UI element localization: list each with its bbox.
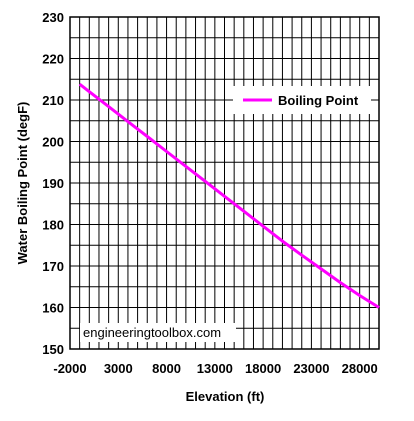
x-axis-title: Elevation (ft) [186, 389, 265, 404]
y-tick-labels: 150 160 170 180 190 200 210 220 230 [42, 10, 64, 357]
x-tick-label: -2000 [53, 361, 86, 376]
x-tick-label: 23000 [293, 361, 329, 376]
x-tick-label: 3000 [104, 361, 133, 376]
y-tick-label: 150 [42, 342, 64, 357]
watermark-box [80, 323, 236, 342]
grid-lines [70, 17, 379, 349]
y-tick-label: 230 [42, 10, 64, 25]
y-tick-label: 160 [42, 301, 64, 316]
y-tick-label: 170 [42, 259, 64, 274]
series-line-boiling-point [78, 83, 380, 309]
legend: Boiling Point [233, 86, 371, 114]
watermark-text: engineeringtoolbox.com [83, 325, 221, 340]
x-tick-label: 13000 [197, 361, 233, 376]
watermark: engineeringtoolbox.com [80, 323, 236, 342]
plot-frame [69, 16, 380, 350]
y-tick-label: 210 [42, 93, 64, 108]
x-tick-label: 18000 [245, 361, 281, 376]
x-tick-labels: -2000 3000 8000 13000 18000 23000 28000 [53, 361, 377, 376]
y-tick-label: 220 [42, 52, 64, 67]
legend-label: Boiling Point [278, 93, 359, 108]
x-tick-label: 8000 [152, 361, 181, 376]
y-axis-title: Water Boiling Point (degF) [15, 102, 30, 265]
y-tick-label: 180 [42, 218, 64, 233]
y-tick-label: 200 [42, 135, 64, 150]
x-tick-label: 28000 [342, 361, 378, 376]
y-tick-label: 190 [42, 176, 64, 191]
